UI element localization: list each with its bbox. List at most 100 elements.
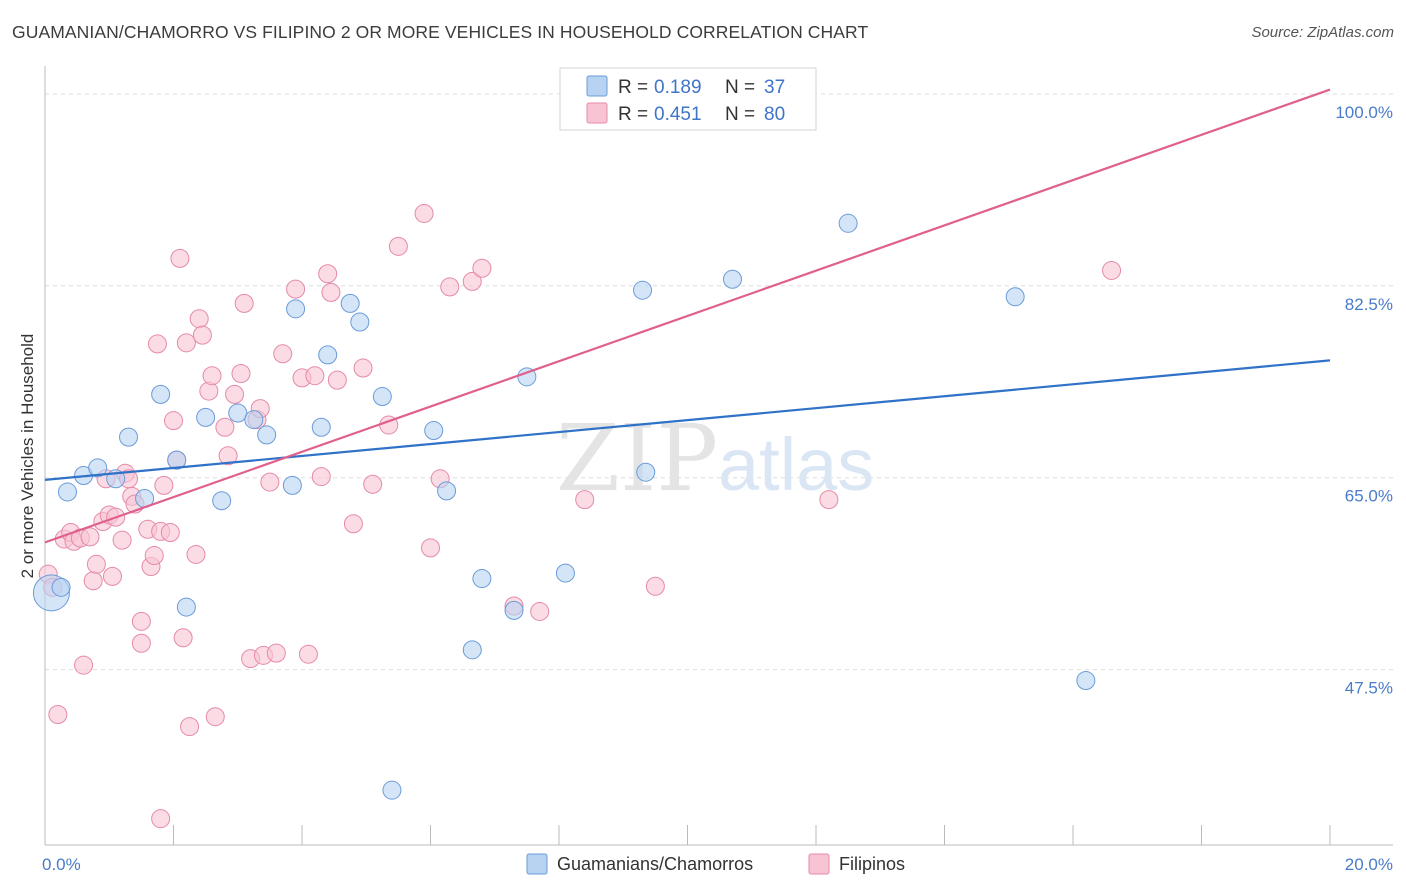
legend-swatch-guamanian: [586, 75, 608, 97]
bottom-legend-swatch-filipino: [808, 853, 830, 875]
chart-title: GUAMANIAN/CHAMORRO VS FILIPINO 2 OR MORE…: [12, 22, 869, 42]
filipino-point: [74, 655, 94, 675]
guamanian-point: [244, 410, 264, 430]
filipino-point: [173, 628, 193, 648]
guamanian-trend-line: [44, 359, 1331, 481]
guamanian-point: [57, 482, 77, 502]
filipino-point: [218, 446, 238, 466]
guamanian-point: [372, 387, 392, 407]
guamanian-point: [282, 475, 302, 495]
filipino-point: [147, 334, 167, 354]
guamanian-point: [722, 269, 742, 289]
filipino-point: [199, 381, 219, 401]
watermark-atlas: atlas: [718, 423, 874, 506]
grid-lines: [45, 93, 1393, 671]
guamanian-point: [196, 407, 216, 427]
guamanian-point: [257, 425, 277, 445]
guamanian-point: [424, 421, 444, 441]
guamanian-point: [838, 213, 858, 233]
legend-swatch-filipino: [586, 102, 608, 124]
filipino-point: [318, 264, 338, 284]
filipino-point: [189, 309, 209, 329]
guamanian-point: [51, 577, 71, 597]
axes: [44, 66, 1393, 846]
filipino-trend-line: [44, 88, 1331, 544]
y-tick-label: 100.0%: [1335, 103, 1393, 122]
filipino-point: [363, 474, 383, 494]
guamanian-point: [437, 481, 457, 501]
legend-n-label-2: N =: [725, 104, 755, 125]
filipino-point: [225, 384, 245, 404]
guamanian-point: [119, 427, 139, 447]
legend: R = 0.189 N = 37 R = 0.451 N = 80: [559, 67, 817, 131]
filipino-point: [86, 554, 106, 574]
filipino-point: [440, 277, 460, 297]
filipino-point: [131, 633, 151, 653]
filipino-point: [421, 538, 440, 558]
source-label: Source: ZipAtlas.com: [1251, 24, 1394, 41]
bottom-legend: Guamanians/Chamorros Filipinos: [526, 853, 905, 875]
filipino-point: [273, 344, 293, 364]
guamanian-point: [1076, 671, 1096, 691]
filipino-point: [80, 527, 100, 547]
watermark: ZIP atlas: [556, 405, 874, 512]
filipino-point: [112, 530, 132, 550]
filipino-point: [48, 705, 68, 725]
filipino-point: [131, 611, 151, 631]
x-tick-label: 20.0%: [1345, 855, 1393, 874]
filipino-point: [388, 236, 408, 256]
filipino-point: [819, 490, 839, 510]
filipino-point: [298, 644, 318, 664]
filipino-point: [164, 411, 183, 431]
guamanian-point: [286, 299, 306, 319]
filipino-point: [353, 358, 373, 378]
filipino-point: [305, 366, 325, 386]
filipino-point: [160, 523, 180, 543]
guamanian-point: [504, 600, 524, 620]
guamanian-point: [176, 597, 196, 617]
filipino-points: [38, 203, 1122, 829]
filipino-point: [231, 364, 251, 384]
filipino-point: [186, 544, 206, 564]
filipino-point: [645, 576, 665, 596]
filipino-point: [83, 571, 103, 591]
x-tick-label: 0.0%: [42, 855, 81, 874]
filipino-point: [154, 475, 174, 495]
filipino-point: [260, 472, 280, 492]
trend-lines: [44, 88, 1331, 544]
filipino-point: [215, 417, 235, 437]
filipino-point: [266, 643, 286, 663]
guamanian-point: [318, 345, 338, 365]
filipino-point: [472, 258, 492, 278]
guamanian-points: [32, 213, 1096, 800]
legend-r-label-1: R =: [618, 77, 648, 98]
legend-n-label-1: N =: [725, 77, 755, 98]
legend-r-value-1: 0.189: [654, 77, 702, 98]
y-axis-label: 2 or more Vehicles in Household: [18, 334, 37, 579]
filipino-point: [530, 601, 550, 621]
y-tick-label: 65.0%: [1345, 487, 1393, 506]
legend-n-value-1: 37: [764, 77, 785, 98]
legend-r-value-2: 0.451: [654, 104, 702, 125]
filipino-point: [144, 546, 164, 566]
filipino-point: [202, 366, 222, 386]
bottom-legend-label-guamanian: Guamanians/Chamorros: [557, 854, 753, 874]
bottom-legend-swatch-guamanian: [526, 853, 548, 875]
legend-r-label-2: R =: [618, 104, 648, 125]
filipino-point: [180, 717, 200, 737]
guamanian-point: [555, 563, 575, 583]
y-tick-label: 47.5%: [1345, 679, 1393, 698]
filipino-point: [170, 248, 190, 268]
guamanian-point: [633, 280, 653, 300]
guamanian-point: [167, 450, 187, 470]
guamanian-point: [1005, 287, 1025, 307]
guamanian-point: [151, 384, 171, 404]
guamanian-point: [311, 417, 331, 437]
guamanian-point: [228, 403, 248, 423]
filipino-point: [1102, 260, 1122, 280]
filipino-point: [151, 809, 171, 829]
guamanian-point: [88, 458, 108, 478]
guamanian-point: [472, 569, 492, 589]
y-tick-label: 82.5%: [1345, 295, 1393, 314]
